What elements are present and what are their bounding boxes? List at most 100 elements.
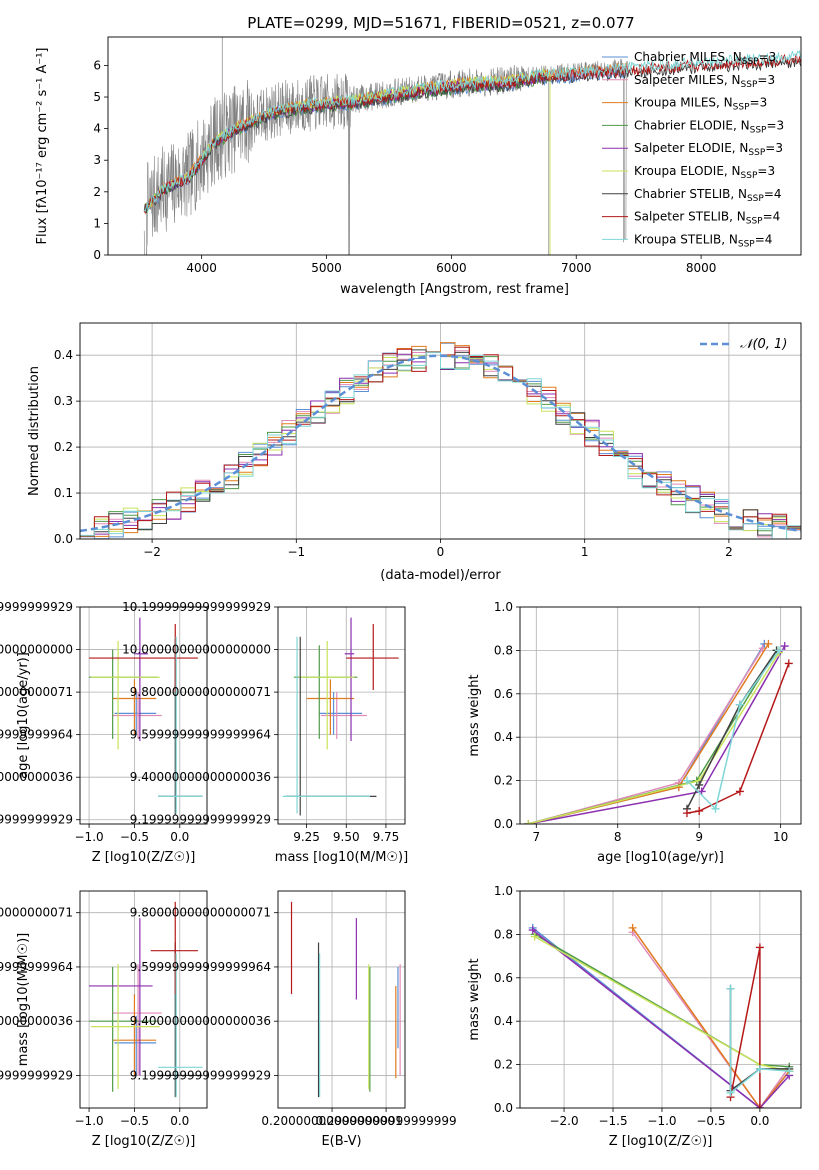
weight-vs-metallicity-panel: −2.0 −1.5 −1.0 −0.5 0.0 0.0 0.2 0.4 0.6 0.8 1.0 Z [… bbox=[467, 884, 802, 1149]
model-spectrum-line bbox=[143, 49, 801, 213]
errorbar-point bbox=[319, 692, 363, 735]
legend-label: Salpeter STELIB, NSSP=4 bbox=[634, 210, 780, 227]
y-tick-label: 0.1 bbox=[54, 486, 73, 500]
x-tick-label: 5000 bbox=[311, 261, 342, 275]
errorbar-point bbox=[134, 617, 149, 742]
y-tick-label: 9.59999999999999964 bbox=[130, 960, 271, 974]
x-tick-label: −1.0 bbox=[75, 830, 104, 844]
weight-series-line bbox=[686, 649, 780, 811]
x-tick-label: 9.50 bbox=[333, 830, 360, 844]
x-tick-label: −2.0 bbox=[549, 1114, 578, 1128]
weight-series-line bbox=[527, 652, 780, 824]
x-tick-label: −1.0 bbox=[75, 1114, 104, 1128]
weight-point-marker bbox=[785, 1067, 794, 1076]
y-tick-label: 6 bbox=[93, 58, 101, 72]
y-tick-label: 5 bbox=[93, 90, 101, 104]
axes: −2.0 −1.5 −1.0 −0.5 0.0 0.0 0.2 0.4 0.6 0.8 1.0 bbox=[494, 884, 801, 1128]
weight-point-marker bbox=[764, 639, 773, 648]
x-tick-label: 4000 bbox=[186, 261, 217, 275]
errorbar-point bbox=[112, 692, 162, 739]
x-tick-label: 6000 bbox=[436, 261, 467, 275]
weight-point-marker bbox=[695, 780, 704, 789]
normal-reference-curve bbox=[80, 354, 801, 533]
spectrum-lines bbox=[143, 37, 801, 255]
spectrum-legend: Chabrier MILES, NSSP=3 Salpeter MILES, NS… bbox=[602, 50, 784, 249]
errorbar-point bbox=[285, 636, 377, 816]
x-tick-label: 8 bbox=[614, 830, 622, 844]
x-tick-label: 0.0 bbox=[750, 1114, 769, 1128]
y-tick-label: 0.6 bbox=[494, 971, 513, 985]
histogram-step bbox=[80, 352, 801, 539]
errorbar-point bbox=[89, 624, 198, 693]
y-tick-label: 9.40000000000000036 bbox=[0, 770, 73, 784]
y-tick-label: 9.40000000000000036 bbox=[130, 770, 271, 784]
y-tick-label: 0.4 bbox=[54, 348, 73, 362]
legend-label: Salpeter ELODIE, NSSP=3 bbox=[634, 141, 783, 158]
x-tick-label: −1.0 bbox=[647, 1114, 676, 1128]
y-tick-label: 4 bbox=[93, 122, 101, 136]
mass-vs-metallicity-panel: −1.0 −0.5 0.0 9.19999999999999929 9.40000000… bbox=[0, 890, 208, 1149]
weight-point-marker bbox=[726, 984, 735, 993]
axes-frame bbox=[107, 36, 802, 256]
y-tick-label: 0.4 bbox=[494, 1014, 513, 1028]
y-tick-label: 9.59999999999999964 bbox=[0, 728, 73, 742]
x-tick-label: 9 bbox=[695, 830, 703, 844]
weight-series-line bbox=[686, 649, 778, 810]
errorbar-point bbox=[150, 901, 198, 995]
legend-label: Kroupa MILES, NSSP=3 bbox=[634, 96, 767, 113]
x-axis-label: wavelength [Angstrom, rest frame] bbox=[340, 282, 569, 297]
y-tick-label: 0.6 bbox=[494, 687, 513, 701]
legend-label: Chabrier ELODIE, NSSP=3 bbox=[634, 118, 784, 135]
y-tick-label: 9.40000000000000036 bbox=[0, 1014, 73, 1028]
x-tick-label: −1 bbox=[287, 545, 305, 559]
weight-point-marker bbox=[755, 943, 764, 952]
errorbar-point bbox=[89, 918, 153, 1076]
y-axis-label: Normed distribution bbox=[27, 366, 42, 496]
errorbar-point bbox=[344, 617, 355, 742]
y-tick-label: 0 bbox=[93, 248, 101, 262]
weight-point-marker bbox=[735, 700, 744, 709]
errorbar-point bbox=[89, 966, 159, 1092]
y-tick-label: 0.8 bbox=[494, 927, 513, 941]
y-tick-label: 2 bbox=[93, 185, 101, 199]
errorbar-point bbox=[90, 641, 160, 750]
y-tick-label: 0.4 bbox=[494, 730, 513, 744]
y-tick-label: 9.19999999999999929 bbox=[0, 1068, 73, 1082]
y-tick-label: 1.0 bbox=[494, 600, 513, 614]
y-tick-label: 10.19999999999999929 bbox=[0, 600, 73, 614]
x-tick-label: 9.25 bbox=[293, 830, 320, 844]
x-tick-label: 7000 bbox=[561, 261, 592, 275]
weight-point-marker bbox=[784, 659, 793, 668]
errorbar-point bbox=[320, 692, 367, 739]
weight-point-marker bbox=[528, 926, 537, 935]
axes: 9.25 9.50 9.75 9.19999999999999929 9.4000000… bbox=[122, 600, 405, 844]
y-tick-label: 9.80000000000000071 bbox=[130, 906, 271, 920]
y-tick-label: 9.19999999999999929 bbox=[130, 813, 271, 827]
y-tick-label: 9.80000000000000071 bbox=[0, 906, 73, 920]
histograms bbox=[80, 342, 801, 539]
axes-frame bbox=[277, 606, 406, 825]
weight-lines bbox=[524, 639, 793, 824]
legend-label: 𝒩(0, 1) bbox=[740, 337, 787, 352]
legend-label: Kroupa STELIB, NSSP=4 bbox=[634, 232, 772, 249]
weight-point-marker bbox=[530, 932, 539, 941]
x-axis-label: Z [log10(Z/Z☉)] bbox=[609, 1134, 713, 1149]
y-tick-label: 0.0 bbox=[494, 1101, 513, 1115]
weight-series-line bbox=[532, 929, 790, 1108]
axes-frame bbox=[79, 606, 208, 825]
y-tick-label: 9.19999999999999929 bbox=[130, 1068, 271, 1082]
errorbar-point bbox=[158, 953, 203, 1098]
weight-point-marker bbox=[682, 809, 691, 818]
weight-series-line bbox=[631, 931, 790, 1108]
weight-point-marker bbox=[711, 804, 720, 813]
weight-series-line bbox=[729, 988, 790, 1095]
observed-spectrum-line bbox=[143, 59, 628, 255]
axes-frame bbox=[519, 606, 802, 825]
y-tick-label: 10.00000000000000000 bbox=[122, 643, 271, 657]
x-tick-label: 0.0 bbox=[170, 1114, 189, 1128]
weight-point-marker bbox=[780, 642, 789, 651]
x-tick-label: −1.5 bbox=[598, 1114, 627, 1128]
weight-series-line bbox=[686, 663, 790, 814]
axes-frame bbox=[277, 890, 406, 1109]
